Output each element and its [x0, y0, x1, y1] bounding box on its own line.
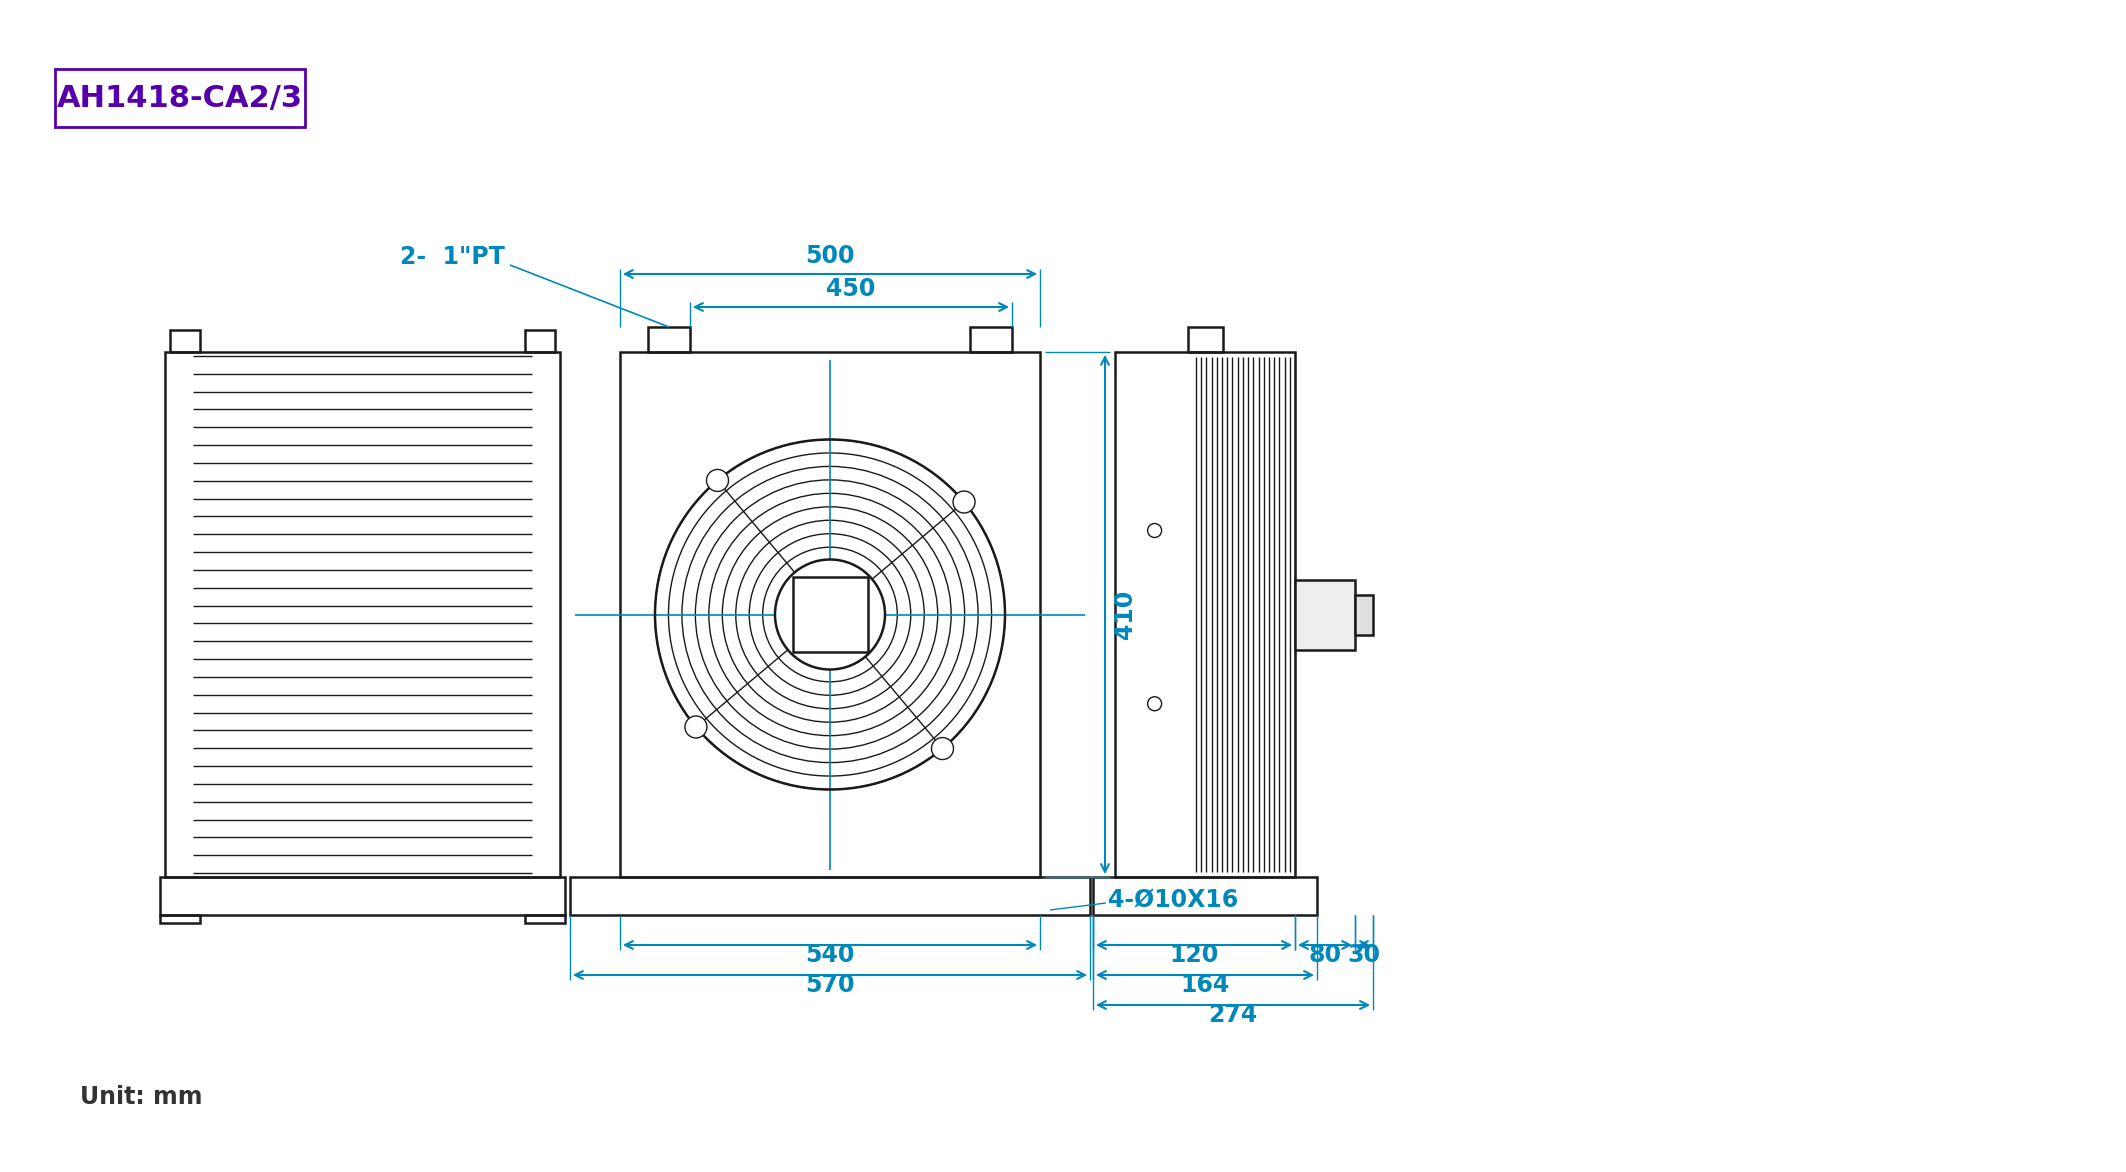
- Bar: [1295, 579, 1354, 649]
- Text: 2-  1"PT: 2- 1"PT: [400, 245, 506, 270]
- Bar: [793, 577, 867, 652]
- Bar: [170, 331, 200, 352]
- Text: 164: 164: [1180, 973, 1229, 997]
- Bar: [525, 915, 566, 924]
- Circle shape: [706, 470, 729, 491]
- Text: 410: 410: [1114, 590, 1137, 639]
- Text: 30: 30: [1348, 943, 1380, 967]
- Bar: [1188, 327, 1222, 352]
- Bar: [1354, 594, 1373, 634]
- Circle shape: [952, 491, 976, 513]
- Text: 450: 450: [827, 277, 876, 301]
- FancyBboxPatch shape: [55, 69, 304, 127]
- Bar: [159, 877, 566, 915]
- Bar: [166, 352, 559, 877]
- Bar: [621, 352, 1040, 877]
- Bar: [648, 327, 691, 352]
- Text: 570: 570: [806, 973, 855, 997]
- Bar: [1093, 877, 1316, 915]
- Bar: [570, 877, 1091, 915]
- Text: 540: 540: [806, 943, 855, 967]
- Text: AH1418-CA2/3: AH1418-CA2/3: [57, 83, 304, 113]
- Text: 4-Ø10X16: 4-Ø10X16: [1108, 888, 1237, 912]
- Circle shape: [685, 716, 708, 738]
- Bar: [969, 327, 1012, 352]
- Circle shape: [776, 559, 884, 669]
- Text: 80: 80: [1307, 943, 1342, 967]
- Bar: [1114, 352, 1295, 877]
- Bar: [159, 915, 200, 924]
- Bar: [525, 331, 555, 352]
- Text: 500: 500: [806, 244, 855, 268]
- Circle shape: [931, 737, 952, 759]
- Text: 274: 274: [1208, 1003, 1259, 1027]
- Text: Unit: mm: Unit: mm: [81, 1085, 202, 1109]
- Text: 120: 120: [1169, 943, 1218, 967]
